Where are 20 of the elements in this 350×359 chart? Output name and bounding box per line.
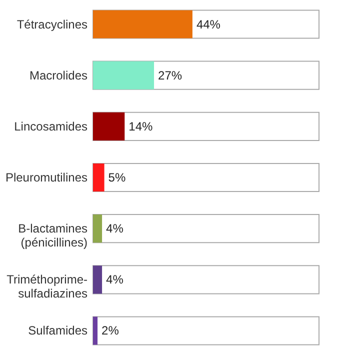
data-label: 44% (196, 17, 221, 32)
bar (93, 61, 154, 90)
y-tick-label: Sulfamides (28, 324, 88, 338)
data-label: 4% (106, 222, 124, 236)
y-tick-label: Pleuromutilines (5, 170, 88, 184)
bar (93, 316, 98, 345)
bar (93, 163, 104, 192)
y-tick-label: Tétracyclines (16, 17, 88, 32)
bar (93, 112, 125, 140)
y-tick-label: Triméthoprime- sulfadiazines (6, 272, 88, 301)
data-label: 27% (158, 68, 182, 82)
data-label: 4% (106, 272, 124, 287)
data-label: 5% (108, 170, 126, 184)
y-tick-label: Lincosamides (14, 119, 88, 134)
y-tick-label: Macrolides (29, 68, 88, 82)
bar (93, 266, 102, 294)
data-label: 14% (128, 119, 153, 134)
bar (93, 214, 102, 243)
y-tick-label: B-lactamines (pénicillines) (18, 222, 88, 250)
data-label: 2% (102, 324, 120, 338)
